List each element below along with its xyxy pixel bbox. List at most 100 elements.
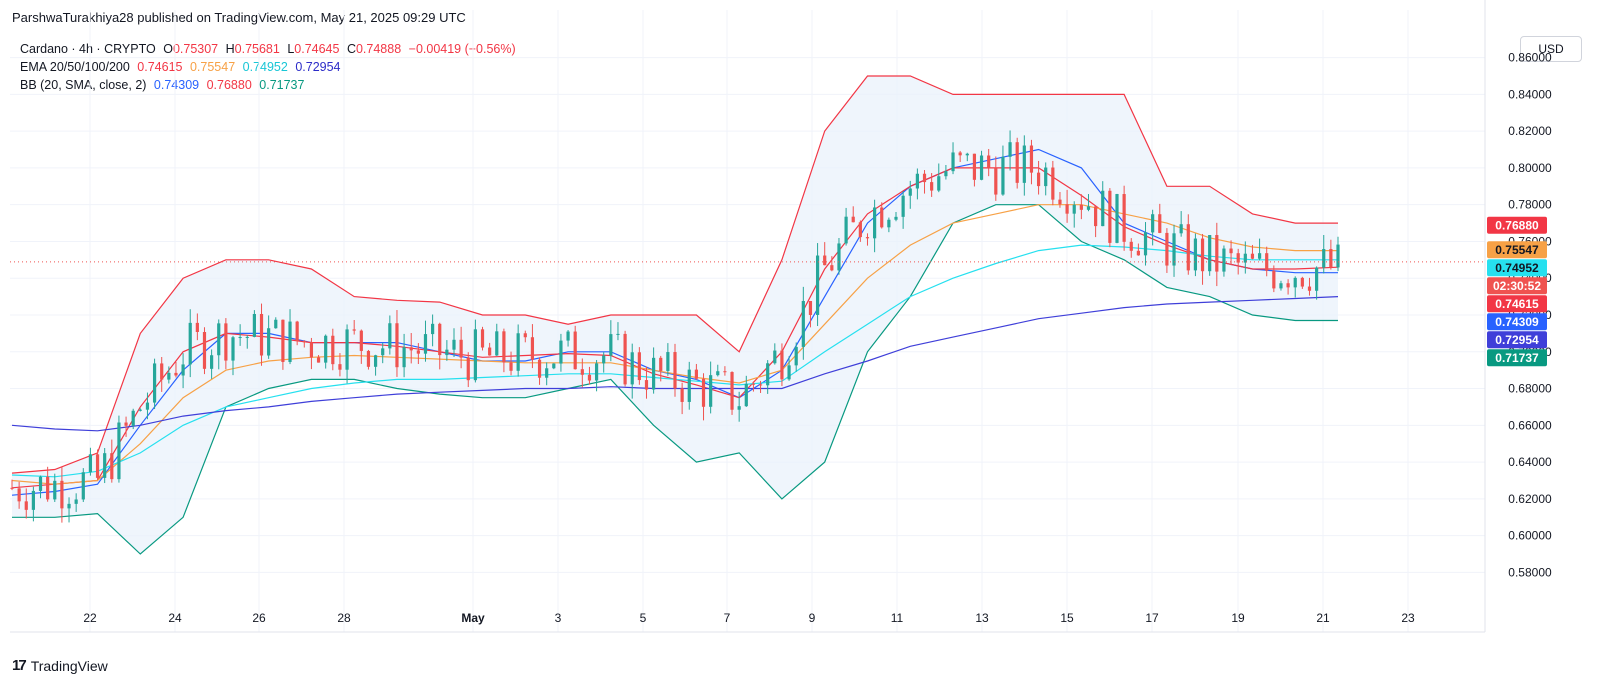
x-tick-label: 5 [640,611,647,625]
candle-body [1200,238,1205,272]
publisher-line: ParshwaTurakhiya28 published on TradingV… [12,10,466,25]
candle-body [673,352,677,389]
y-tick-label: 0.78000 [1508,198,1552,212]
candle-body [1172,233,1176,266]
footer-brand[interactable]: 17 TradingView [12,657,108,674]
candle-body [694,369,698,379]
candle-body [74,499,78,504]
high-value: 0.75681 [234,42,280,56]
candle-body [930,182,934,191]
price-badge [1487,295,1547,313]
candle-body [801,300,805,347]
candle-body [509,362,513,371]
price-badges: 0.76880 0.75547 0.74952 02:30:52 0.74615 0.74… [1487,216,1547,367]
candle-body [466,357,470,381]
candle-body [1286,283,1290,288]
candle-body [24,501,28,510]
candle-body [559,340,563,364]
y-tick-label: 0.66000 [1508,418,1552,432]
candle-body [1179,224,1183,234]
candle-body [552,363,556,369]
candle-body [423,334,428,354]
candle-body [10,487,14,489]
candle-body [274,319,278,329]
candle-body [773,350,777,364]
candle-body [566,331,570,341]
candle-body [1044,167,1048,187]
y-tick-label: 0.60000 [1508,529,1552,543]
candle-body [737,406,741,410]
candle-body [573,331,577,370]
bb-basis-value: 0.74309 [153,78,200,92]
candle-body [545,368,549,378]
currency-button[interactable]: USD [1520,36,1582,62]
x-tick-label: 21 [1316,611,1330,625]
x-tick-label: 9 [809,611,816,625]
candle-body [652,357,656,390]
candle-body [352,329,356,331]
candle-body [1051,167,1055,200]
price-badge [1487,331,1547,349]
price-badge-label: 0.74615 [1495,297,1539,311]
candle-body [630,352,634,385]
candle-body [1315,267,1319,291]
price-badge [1487,216,1547,234]
legend-row-ema[interactable]: EMA 20/50/100/200 0.74615 0.75547 0.7495… [20,58,520,76]
candle-body [987,155,991,169]
candle-body [844,216,848,244]
candle-body [167,372,171,380]
candle-body [1151,214,1155,233]
candle-body [409,347,413,351]
candle-body [1008,142,1012,157]
price-badge-label: 0.74309 [1495,315,1539,329]
candle-body [1072,204,1076,214]
candle-body [181,364,185,376]
candle-body [81,472,85,500]
candle-body [758,384,763,386]
candle-body [751,383,756,385]
ema-label: EMA 20/50/100/200 [20,60,130,74]
candle-body [687,369,691,402]
y-tick-label: 0.84000 [1508,87,1552,101]
candle-body [338,364,342,370]
candle-body [388,323,392,349]
legend-row-bb[interactable]: BB (20, SMA, close, 2) 0.74309 0.76880 0… [20,76,520,94]
candle-body [1036,172,1041,187]
candle-body [1058,199,1062,205]
price-badge [1487,277,1547,295]
candle-body [416,350,420,354]
candle-body [359,330,363,351]
candle-body [1165,232,1169,266]
candle-body [1336,244,1340,268]
price-badge-label: 0.74952 [1495,261,1539,275]
legend-row-symbol[interactable]: Cardano · 4h · CRYPTO O0.75307 H0.75681 … [20,40,520,58]
candle-body [31,490,35,510]
candle-body [602,355,606,364]
candle-body [381,348,385,356]
x-tick-label: 11 [891,611,904,625]
tradingview-brand-text: TradingView [30,657,108,674]
x-tick-label: 13 [975,611,989,625]
time-axis[interactable]: 22 24 26 28 May 3 5 7 9 11 13 15 17 19 21 23 [83,611,1415,625]
ema20-value: 0.74615 [137,60,183,74]
candle-body [145,402,150,410]
candle-body [830,265,834,271]
candle-body [744,383,748,407]
candle-body [1065,204,1069,214]
candle-body [887,219,891,228]
candle-body [452,339,456,350]
tradingview-logo-icon: 17 [12,657,27,674]
candle-body [972,153,977,180]
candle-body [1122,194,1126,242]
candle-body [1079,204,1083,210]
candle-body [53,480,57,500]
candle-body [402,347,406,368]
candle-body [1293,277,1297,288]
candle-body [46,476,50,500]
candle-body [516,333,520,371]
x-tick-label: 26 [252,611,266,625]
candle-body [1158,214,1162,233]
candle-body [865,237,870,239]
candle-body [345,329,349,370]
